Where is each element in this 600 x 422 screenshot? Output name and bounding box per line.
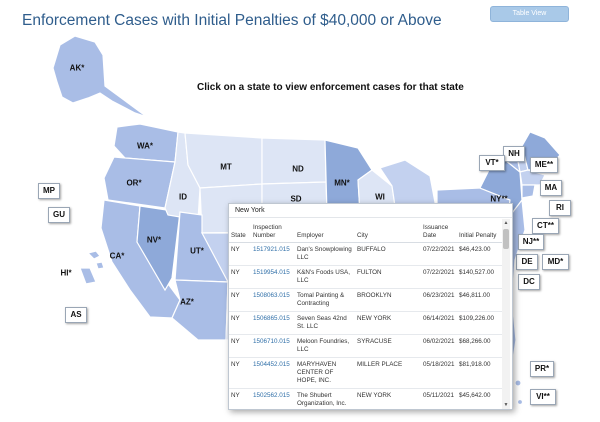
territory-vi-button[interactable]: VI** <box>530 389 556 405</box>
state-ak[interactable] <box>52 35 148 118</box>
header-issuance-date: Issuance Date <box>421 219 457 243</box>
table-row: NY 1517921.015 Dan's Snowplowing LLC BUF… <box>229 242 503 266</box>
inspection-link[interactable]: 1506710.015 <box>251 334 295 358</box>
cell-employer: The Shubert Organization, Inc. <box>295 388 355 409</box>
map-instruction: Click on a state to view enforcement cas… <box>197 82 464 93</box>
cell-city: BUFFALO <box>355 242 421 266</box>
inspection-link[interactable]: 1506865.015 <box>251 311 295 335</box>
cell-city: SYRACUSE <box>355 334 421 358</box>
cell-date: 07/22/2021 <box>421 265 457 289</box>
state-popup: New York State Inspection Number Employe… <box>228 203 513 410</box>
state-ri-button[interactable]: RI <box>549 200 571 216</box>
cell-penalty: $140,527.00 <box>457 265 503 289</box>
cell-date: 05/18/2021 <box>421 357 457 389</box>
inspection-link[interactable]: 1504452.015 <box>251 357 295 389</box>
cell-employer: K&N's Foods USA, LLC <box>295 265 355 289</box>
state-az[interactable] <box>171 279 229 341</box>
state-pr-island[interactable] <box>514 379 522 387</box>
cell-city: FULTON <box>355 265 421 289</box>
cell-penalty: $81,918.00 <box>457 357 503 389</box>
cell-state: NY <box>229 357 251 389</box>
state-ma-button[interactable]: MA <box>540 180 562 196</box>
cell-state: NY <box>229 265 251 289</box>
table-row: NY 1506710.015 Meloon Foundries, LLC SYR… <box>229 334 503 358</box>
cell-date: 07/22/2021 <box>421 242 457 266</box>
cases-table: State Inspection Number Employer City Is… <box>229 219 503 409</box>
cell-penalty: $68,266.00 <box>457 334 503 358</box>
cell-employer: Meloon Foundries, LLC <box>295 334 355 358</box>
header-initial-penalty: Initial Penalty <box>457 219 503 243</box>
table-row: NY 1506865.015 Seven Seas 42nd St. LLC N… <box>229 311 503 335</box>
table-row: NY 1504452.015 MARYHAVEN CENTER OF HOPE,… <box>229 357 503 389</box>
cell-state: NY <box>229 288 251 312</box>
state-de-button[interactable]: DE <box>516 254 538 270</box>
cell-penalty: $46,811.00 <box>457 288 503 312</box>
popup-title: New York <box>229 204 512 218</box>
cell-city: NEW YORK <box>355 311 421 335</box>
cell-date: 05/11/2021 <box>421 388 457 409</box>
table-view-button[interactable]: Table View <box>490 6 569 22</box>
cell-state: NY <box>229 388 251 409</box>
cell-state: NY <box>229 311 251 335</box>
cell-date: 06/14/2021 <box>421 311 457 335</box>
inspection-link[interactable]: 1517921.015 <box>251 242 295 266</box>
state-ct[interactable] <box>521 184 536 199</box>
cell-state: NY <box>229 334 251 358</box>
scroll-thumb[interactable] <box>503 229 509 249</box>
state-vi-island[interactable] <box>516 398 524 406</box>
state-nj-button[interactable]: NJ** <box>518 234 544 250</box>
cell-city: NEW YORK <box>355 388 421 409</box>
table-header-row: State Inspection Number Employer City Is… <box>229 219 503 243</box>
header-city: City <box>355 219 421 243</box>
cell-penalty: $109,226.00 <box>457 311 503 335</box>
territory-pr-button[interactable]: PR* <box>530 361 554 377</box>
state-nd[interactable] <box>261 137 327 185</box>
territory-gu-button[interactable]: GU <box>48 207 70 223</box>
cell-penalty: $46,423.00 <box>457 242 503 266</box>
header-employer: Employer <box>295 219 355 243</box>
state-or[interactable] <box>103 156 176 209</box>
cell-date: 06/02/2021 <box>421 334 457 358</box>
cell-penalty: $45,642.00 <box>457 388 503 409</box>
state-hi-2[interactable] <box>95 261 105 270</box>
inspection-link[interactable]: 1502562.015 <box>251 388 295 409</box>
table-row: NY 1519954.015 K&N's Foods USA, LLC FULT… <box>229 265 503 289</box>
popup-scrollbar[interactable]: ▲ ▼ <box>502 219 510 409</box>
cell-employer: MARYHAVEN CENTER OF HOPE, INC. <box>295 357 355 389</box>
dc-button[interactable]: DC <box>518 274 540 290</box>
cell-employer: Seven Seas 42nd St. LLC <box>295 311 355 335</box>
header-state: State <box>229 219 251 243</box>
territory-as-button[interactable]: AS <box>65 307 87 323</box>
header-inspection-number: Inspection Number <box>251 219 295 243</box>
state-md-button[interactable]: MD* <box>542 254 569 270</box>
cell-city: BROOKLYN <box>355 288 421 312</box>
state-vt-button[interactable]: VT* <box>479 155 505 171</box>
table-row: NY 1502562.015 The Shubert Organization,… <box>229 388 503 409</box>
scroll-up-icon[interactable]: ▲ <box>503 220 509 226</box>
territory-mp-button[interactable]: MP <box>38 183 60 199</box>
scroll-down-icon[interactable]: ▼ <box>503 402 509 408</box>
inspection-link[interactable]: 1519954.015 <box>251 265 295 289</box>
state-nh-button[interactable]: NH <box>503 146 525 162</box>
cell-employer: Tomal Painting & Contracting <box>295 288 355 312</box>
state-wa[interactable] <box>113 123 179 163</box>
state-mt[interactable] <box>184 132 263 189</box>
page-title: Enforcement Cases with Initial Penalties… <box>22 12 442 29</box>
cell-city: MILLER PLACE <box>355 357 421 389</box>
inspection-link[interactable]: 1508063.015 <box>251 288 295 312</box>
state-hi-1[interactable] <box>86 250 101 260</box>
cell-state: NY <box>229 242 251 266</box>
state-ct-button[interactable]: CT** <box>532 218 559 234</box>
table-row: NY 1508063.015 Tomal Painting & Contract… <box>229 288 503 312</box>
cell-employer: Dan's Snowplowing LLC <box>295 242 355 266</box>
state-hi-3[interactable] <box>79 267 97 285</box>
state-me-button[interactable]: ME** <box>530 157 558 173</box>
cell-date: 06/23/2021 <box>421 288 457 312</box>
